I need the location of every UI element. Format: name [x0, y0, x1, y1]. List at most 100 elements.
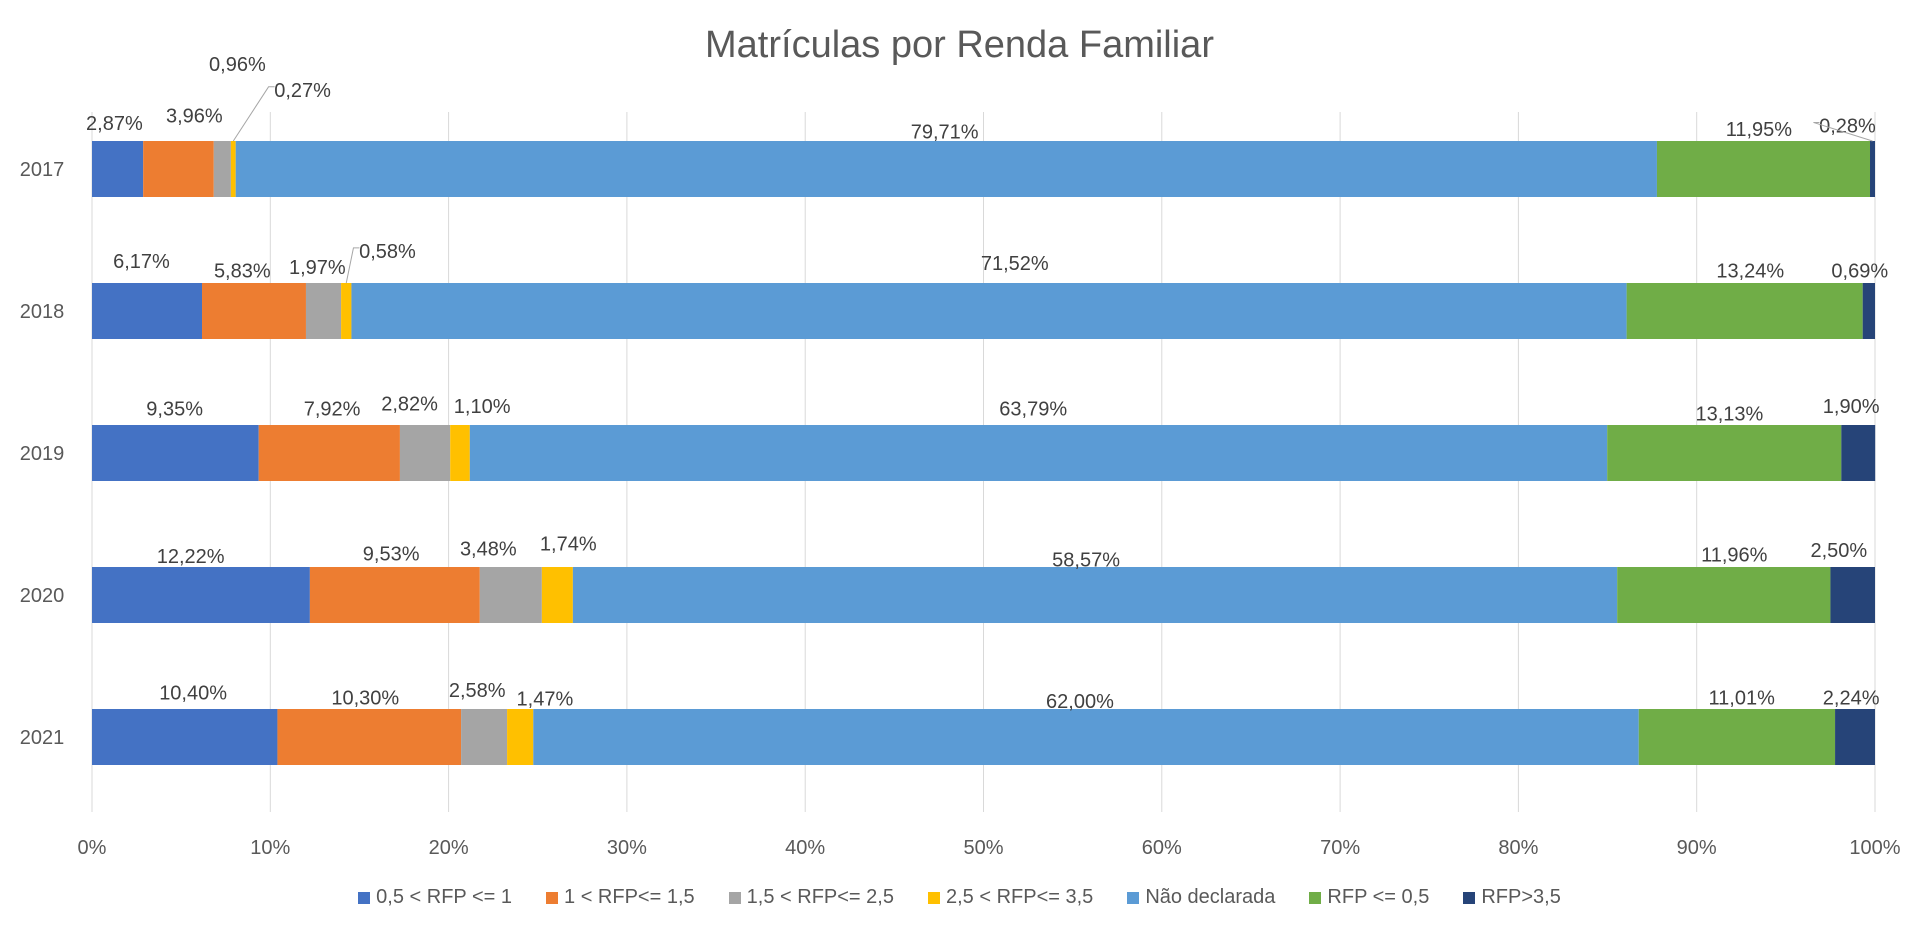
x-tick-label: 90%	[1677, 837, 1717, 859]
bar-segment	[305, 283, 342, 339]
data-label: 0,28%	[1819, 115, 1876, 137]
bar-segment	[1656, 141, 1871, 197]
leader-line	[232, 86, 275, 142]
legend-label: Não declarada	[1145, 886, 1276, 908]
data-label: 2,24%	[1823, 687, 1880, 709]
legend-swatch	[927, 891, 940, 904]
bar-segment	[479, 567, 542, 623]
data-label: 1,10%	[454, 396, 511, 418]
bar-segment	[309, 567, 480, 623]
data-label: 12,22%	[157, 546, 225, 568]
x-tick-label: 20%	[429, 837, 469, 859]
data-label: 6,17%	[113, 251, 170, 273]
bar-segment	[1862, 283, 1875, 339]
data-label: 11,95%	[1726, 119, 1793, 141]
data-label: 13,13%	[1695, 403, 1763, 425]
bar-segment	[258, 425, 400, 481]
bar-segment	[1638, 709, 1836, 765]
bar-segment	[541, 567, 573, 623]
legend-item: RFP>3,5	[1463, 886, 1561, 909]
bar-segment	[235, 141, 1657, 197]
data-label: 2,50%	[1810, 540, 1867, 562]
bar-segment	[213, 141, 231, 197]
data-label: 13,24%	[1716, 261, 1784, 283]
bar-segment	[507, 709, 534, 765]
data-label: 3,96%	[166, 106, 223, 128]
data-label: 0,96%	[209, 54, 266, 76]
y-tick-label: 2021	[20, 727, 65, 749]
y-tick-label: 2018	[20, 301, 65, 323]
leader-line	[345, 247, 360, 284]
bar-segment	[92, 567, 310, 623]
leader-line	[1813, 121, 1873, 142]
data-label: 0,69%	[1831, 261, 1888, 283]
legend-label: 1,5 < RFP<= 2,5	[746, 886, 894, 908]
data-label: 11,01%	[1709, 687, 1776, 709]
chart-title: Matrículas por Renda Familiar	[705, 24, 1214, 66]
x-tick-label: 100%	[1849, 837, 1900, 859]
legend-item: RFP <= 0,5	[1309, 886, 1429, 909]
legend: 0,5 < RFP <= 1 1 < RFP<= 1,5 1,5 < RFP<= 2…	[0, 886, 1919, 909]
bar-segment	[351, 283, 1627, 339]
data-label: 0,58%	[359, 241, 416, 263]
bar-segment	[277, 709, 462, 765]
bar-segment	[1626, 283, 1863, 339]
legend-swatch	[1127, 891, 1140, 904]
data-label: 11,96%	[1701, 545, 1768, 567]
y-tick-label: 2020	[20, 585, 65, 607]
data-label: 63,79%	[999, 398, 1067, 420]
bar-segment	[92, 425, 259, 481]
y-tick-label: 2017	[20, 159, 65, 181]
data-label: 79,71%	[911, 122, 979, 144]
data-label: 1,47%	[517, 689, 574, 711]
bar-segment	[341, 283, 352, 339]
legend-label: 2,5 < RFP<= 3,5	[945, 886, 1094, 908]
bar-segment	[1841, 425, 1876, 481]
legend-swatch	[1309, 891, 1322, 904]
bar-segment	[202, 283, 306, 339]
bar-segment	[92, 709, 278, 765]
legend-label: RFP>3,5	[1481, 886, 1561, 908]
data-label: 5,83%	[214, 261, 271, 283]
y-tick-label: 2019	[20, 443, 65, 465]
legend-item: 1 < RFP<= 1,5	[546, 886, 695, 909]
data-label: 3,48%	[460, 539, 517, 561]
bar-segment	[1835, 709, 1875, 765]
bar-segment	[399, 425, 451, 481]
x-tick-label: 60%	[1142, 837, 1182, 859]
legend-swatch	[546, 891, 559, 904]
bar-segment	[230, 141, 236, 197]
bar-segment	[1830, 567, 1875, 623]
legend-label: 1 < RFP<= 1,5	[564, 886, 695, 908]
data-label: 9,35%	[146, 398, 203, 420]
bar-segment	[92, 283, 203, 339]
bar-segment	[450, 425, 470, 481]
legend-item: 2,5 < RFP<= 3,5	[927, 886, 1094, 909]
data-label: 9,53%	[363, 544, 420, 566]
data-label: 0,27%	[274, 80, 331, 102]
data-label: 1,97%	[289, 257, 346, 279]
legend-item: Não declarada	[1127, 886, 1275, 909]
legend-label: 0,5 < RFP <= 1	[376, 886, 513, 908]
x-tick-label: 0%	[78, 837, 107, 859]
legend-swatch	[358, 891, 371, 904]
legend-label: RFP <= 0,5	[1327, 886, 1430, 908]
bar-segment	[1617, 567, 1831, 623]
data-label: 2,87%	[86, 113, 143, 135]
data-label: 2,58%	[449, 680, 506, 702]
x-tick-label: 40%	[785, 837, 825, 859]
bar-segment	[533, 709, 1639, 765]
data-label: 2,82%	[381, 393, 438, 415]
data-label: 10,40%	[159, 682, 227, 704]
legend-item: 1,5 < RFP<= 2,5	[728, 886, 894, 909]
bar-segment	[461, 709, 508, 765]
x-tick-label: 30%	[607, 837, 647, 859]
x-tick-label: 70%	[1320, 837, 1360, 859]
data-label: 62,00%	[1046, 691, 1114, 713]
data-label: 10,30%	[331, 687, 399, 709]
legend-swatch	[728, 891, 741, 904]
bar-segment	[143, 141, 214, 197]
bar-segment	[572, 567, 1618, 623]
bar-segment	[1870, 141, 1875, 197]
